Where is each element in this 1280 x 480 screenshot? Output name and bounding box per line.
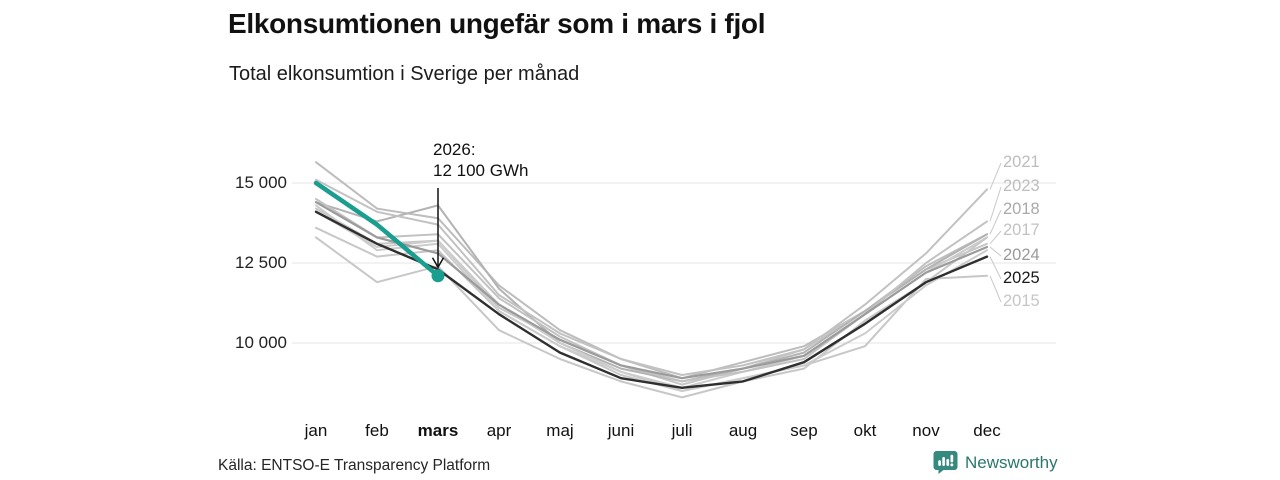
annotation-arrowhead bbox=[431, 257, 445, 269]
x-axis-label-okt: okt bbox=[853, 421, 877, 440]
label-leader-2017 bbox=[989, 230, 1002, 245]
newsworthy-brand-name: Newsworthy bbox=[965, 452, 1058, 472]
annotation-year: 2026: bbox=[433, 140, 476, 159]
source-attribution: Källa: ENTSO-E Transparency Platform bbox=[218, 457, 491, 474]
annotation-value: 12 100 GWh bbox=[433, 161, 529, 180]
series-line-2024 bbox=[314, 201, 989, 380]
year-label-2021: 2021 bbox=[1003, 153, 1040, 171]
x-axis-label-sep: sep bbox=[790, 421, 818, 440]
label-leader-2021 bbox=[989, 162, 1002, 190]
y-tick-label-15000: 15 000 bbox=[235, 173, 287, 192]
x-axis-label-juli: juli bbox=[671, 421, 693, 440]
year-label-2024: 2024 bbox=[1003, 246, 1040, 264]
x-axis-label-feb: feb bbox=[365, 421, 389, 440]
year-label-2023: 2023 bbox=[1003, 177, 1040, 195]
series-line-2022 bbox=[315, 204, 988, 392]
page-subtitle: Total elkonsumtion i Sverige per månad bbox=[229, 63, 580, 85]
year-label-2025: 2025 bbox=[1003, 269, 1040, 287]
y-tick-label-10000: 10 000 bbox=[235, 333, 287, 352]
x-axis-label-nov: nov bbox=[912, 421, 940, 440]
x-axis-label-jan: jan bbox=[304, 421, 328, 440]
series-line-2023 bbox=[315, 198, 988, 383]
x-axis-label-mars: mars bbox=[417, 421, 459, 440]
series-line-2016 bbox=[315, 161, 988, 380]
label-leader-2018 bbox=[989, 209, 1002, 235]
x-axis-label-maj: maj bbox=[546, 421, 574, 440]
x-axis-label-dec: dec bbox=[973, 421, 1001, 440]
year-label-2015: 2015 bbox=[1003, 292, 1040, 310]
newsworthy-logo-icon bbox=[933, 451, 958, 474]
x-axis-label-aug: aug bbox=[728, 421, 758, 440]
year-label-2017: 2017 bbox=[1003, 221, 1040, 239]
label-leader-2024 bbox=[989, 246, 1002, 257]
newsworthy-brand-link[interactable]: Newsworthy bbox=[933, 450, 1058, 475]
value-annotation: 2026: 12 100 GWh bbox=[433, 139, 528, 181]
label-leader-2015 bbox=[989, 275, 1002, 303]
label-leader-2025 bbox=[989, 256, 1002, 280]
label-leader-2023 bbox=[989, 186, 1002, 222]
y-tick-label-12500: 12 500 bbox=[235, 253, 287, 272]
series-line-2018 bbox=[315, 201, 988, 383]
year-label-2018: 2018 bbox=[1003, 200, 1040, 218]
highlight-point-marker bbox=[431, 269, 445, 283]
series-line-2026 bbox=[313, 180, 441, 279]
page-title: Elkonsumtionen ungefär som i mars i fjol bbox=[228, 8, 766, 39]
x-axis-label-juni: juni bbox=[607, 421, 635, 440]
series-line-2021 bbox=[315, 178, 988, 376]
x-axis-label-apr: apr bbox=[486, 421, 512, 440]
